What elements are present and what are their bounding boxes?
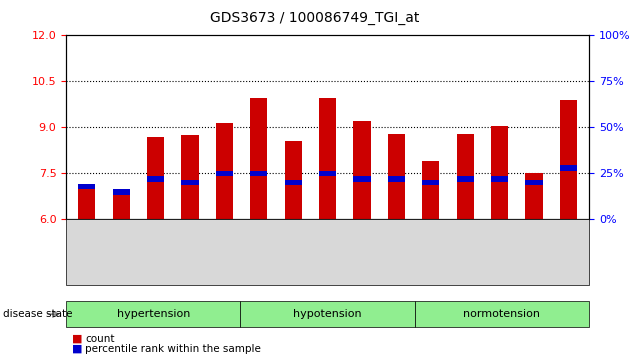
Bar bbox=[78, 189, 95, 219]
Bar bbox=[457, 176, 474, 182]
Text: disease state: disease state bbox=[3, 309, 72, 319]
Bar bbox=[285, 141, 302, 219]
Bar bbox=[560, 100, 577, 219]
Bar bbox=[560, 165, 577, 171]
Bar bbox=[113, 189, 130, 195]
Bar bbox=[422, 180, 439, 185]
Bar bbox=[147, 176, 164, 182]
Bar bbox=[216, 123, 233, 219]
Bar bbox=[525, 173, 542, 219]
Bar bbox=[250, 98, 267, 219]
Bar bbox=[491, 176, 508, 182]
Bar bbox=[113, 190, 130, 219]
Bar bbox=[319, 98, 336, 219]
Bar bbox=[491, 126, 508, 219]
Bar bbox=[319, 171, 336, 176]
Bar bbox=[78, 184, 95, 189]
Bar bbox=[216, 171, 233, 176]
Text: hypotension: hypotension bbox=[294, 309, 362, 319]
Bar bbox=[525, 180, 542, 185]
Bar bbox=[388, 176, 405, 182]
Bar bbox=[353, 121, 370, 219]
Text: percentile rank within the sample: percentile rank within the sample bbox=[85, 344, 261, 354]
Text: GDS3673 / 100086749_TGI_at: GDS3673 / 100086749_TGI_at bbox=[210, 11, 420, 25]
Text: ■: ■ bbox=[72, 344, 83, 354]
Bar bbox=[285, 180, 302, 185]
Bar bbox=[181, 135, 198, 219]
Text: count: count bbox=[85, 334, 115, 344]
Text: hypertension: hypertension bbox=[117, 309, 190, 319]
Text: normotension: normotension bbox=[464, 309, 541, 319]
Text: ■: ■ bbox=[72, 334, 83, 344]
Bar bbox=[457, 133, 474, 219]
Bar bbox=[181, 180, 198, 185]
Bar bbox=[422, 161, 439, 219]
Bar bbox=[147, 137, 164, 219]
Bar bbox=[250, 171, 267, 176]
Bar bbox=[353, 176, 370, 182]
Bar bbox=[388, 133, 405, 219]
